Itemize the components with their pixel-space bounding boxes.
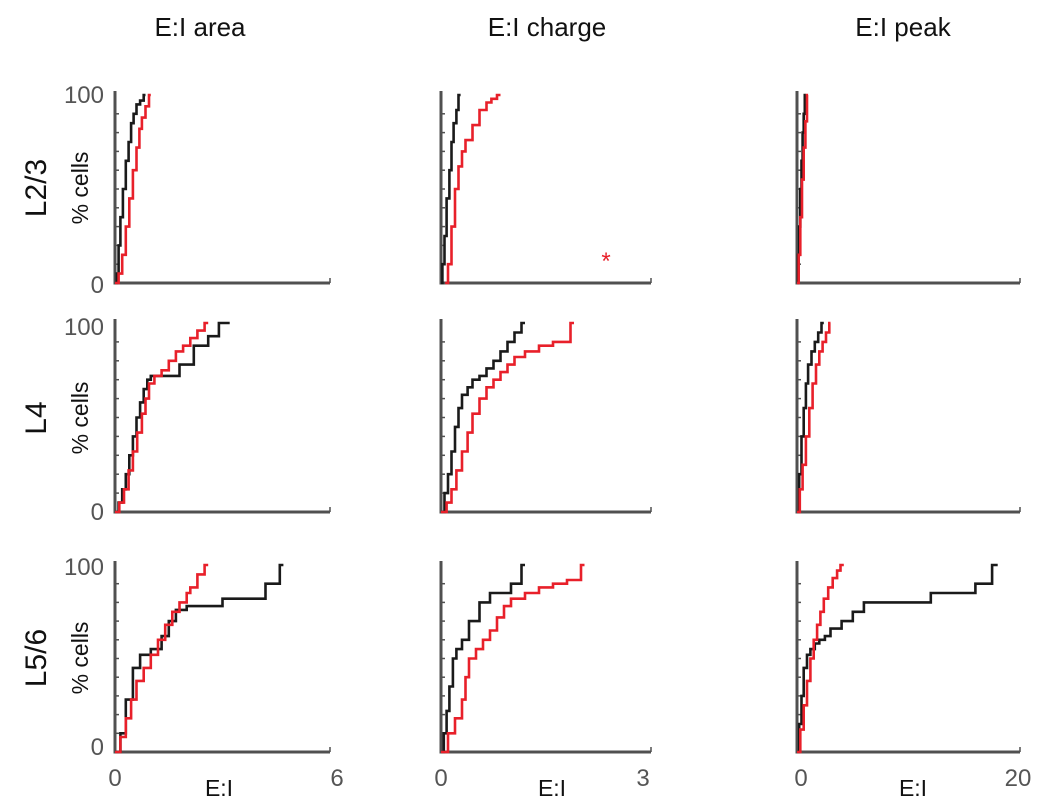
panel-2-2-series-red (797, 563, 844, 754)
panel-0-1-significance-star: * (601, 248, 610, 275)
panel-0-2-axes (795, 91, 1020, 285)
panel-0-0-series-red (115, 93, 151, 285)
panel-1-0-axes (113, 319, 330, 514)
column-title-charge: E:I charge (488, 12, 607, 42)
panel-1-2-series-red (797, 321, 831, 514)
panel-0-1-series-black (441, 93, 461, 285)
x-tick-peak-20: 20 (1005, 765, 1032, 792)
y-tick-100-row1: 100 (64, 82, 104, 109)
panel-1-2 (795, 319, 1021, 514)
y-tick-0-row1: 0 (91, 272, 104, 299)
x-axis-label-area: E:I (205, 775, 233, 801)
y-tick-0-row3: 0 (91, 734, 104, 761)
row-label-l23: L2/3 (20, 159, 53, 217)
y-tick-0-row2: 0 (91, 499, 104, 526)
x-tick-area-6: 6 (330, 765, 343, 792)
panel-2-1-series-red (441, 563, 585, 754)
panel-0-0-axes (113, 91, 330, 285)
panel-1-2-axes (795, 319, 1020, 514)
panel-0-0-series-black (115, 93, 146, 285)
row-label-l4: L4 (20, 401, 53, 434)
column-title-area: E:I area (154, 12, 246, 42)
x-tick-area-0: 0 (108, 765, 121, 792)
x-axis-label-peak: E:I (899, 775, 927, 801)
row-label-l56: L5/6 (20, 629, 53, 687)
x-tick-charge-0: 0 (434, 765, 447, 792)
y-axis-label-row2: % cells (67, 382, 93, 455)
y-tick-100-row3: 100 (64, 554, 104, 581)
panel-1-1-series-black (441, 321, 525, 514)
panel-1-1-series-red (441, 321, 574, 514)
x-axis-label-charge: E:I (538, 775, 566, 801)
x-tick-charge-3: 3 (636, 765, 649, 792)
panel-0-2 (795, 91, 1021, 285)
panel-2-0-series-black (115, 563, 284, 754)
panel-2-2 (795, 561, 1021, 754)
x-tick-peak-0: 0 (794, 765, 807, 792)
panel-2-0-series-red (115, 563, 209, 754)
panel-0-1-axes (439, 91, 651, 285)
panel-2-2-series-black (797, 563, 998, 754)
panel-2-1-axes (439, 561, 651, 754)
panel-1-1 (439, 319, 652, 514)
panel-2-0 (113, 561, 331, 754)
y-axis-label-row3: % cells (67, 622, 93, 695)
panel-2-2-axes (795, 561, 1020, 754)
panel-0-1-series-red (445, 93, 501, 285)
y-axis-label-row1: % cells (67, 152, 93, 225)
panel-2-1-series-black (441, 563, 525, 754)
column-title-peak: E:I peak (855, 12, 951, 42)
panel-0-2-series-red (797, 93, 809, 285)
panels-group: * (113, 91, 1021, 754)
panel-2-0-axes (113, 561, 330, 754)
panel-1-0-series-red (115, 321, 209, 514)
panel-0-1: * (439, 91, 652, 285)
y-tick-100-row2: 100 (64, 314, 104, 341)
panel-1-0 (113, 319, 331, 514)
panel-0-0 (113, 91, 331, 285)
panel-1-0-series-black (115, 321, 230, 514)
panel-2-1 (439, 561, 652, 754)
